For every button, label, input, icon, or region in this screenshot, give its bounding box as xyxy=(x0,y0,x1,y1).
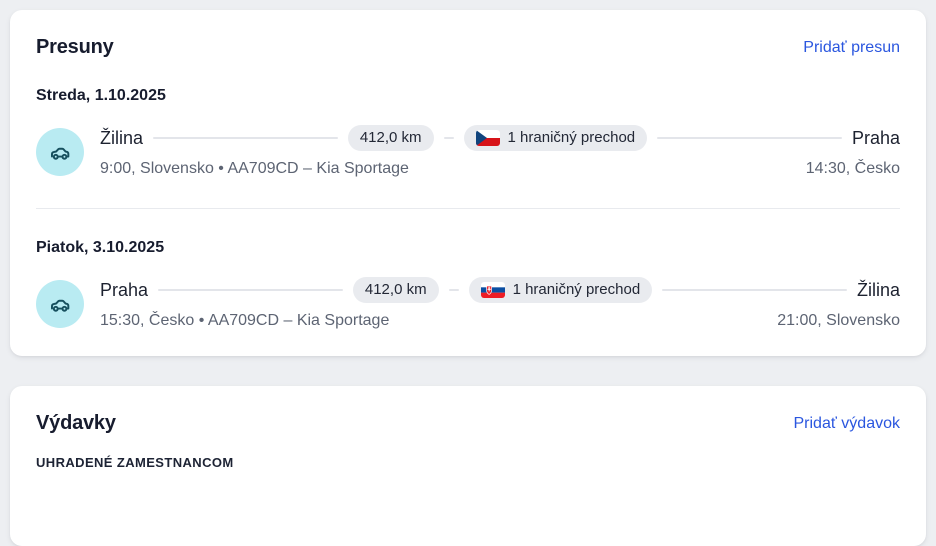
transfers-card: Presuny Pridať presun Streda, 1.10.2025 … xyxy=(10,10,926,356)
transfer-details: 9:00, Slovensko • AA709CD – Kia Sportage… xyxy=(100,160,900,178)
transfer-route: Žilina 412,0 km xyxy=(100,125,900,151)
transfer-details: 15:30, Česko • AA709CD – Kia Sportage 21… xyxy=(100,312,900,330)
to-city: Praha xyxy=(851,127,901,148)
slovak-flag-icon xyxy=(480,282,505,298)
page: Presuny Pridať presun Streda, 1.10.2025 … xyxy=(10,10,926,546)
car-avatar xyxy=(36,279,84,328)
to-city: Žilina xyxy=(857,279,901,300)
day-group-1: Streda, 1.10.2025 Žilina 412,0 km xyxy=(36,87,900,178)
czech-flag-icon xyxy=(475,130,500,146)
transfers-card-header: Presuny Pridať presun xyxy=(36,36,900,59)
transfer-row[interactable]: Žilina 412,0 km xyxy=(36,125,900,178)
border-crossing-label: 1 hraničný prechod xyxy=(507,129,636,146)
transfers-title: Presuny xyxy=(36,36,114,58)
transfer-row[interactable]: Praha 412,0 km xyxy=(36,277,900,330)
route-line xyxy=(158,289,343,291)
distance-badge: 412,0 km xyxy=(347,125,434,151)
border-crossing-badge: 1 hraničný prechod xyxy=(468,277,653,303)
from-city: Praha xyxy=(100,279,149,300)
expenses-title: Výdavky xyxy=(36,412,116,434)
car-icon xyxy=(51,299,70,312)
border-crossing-badge: 1 hraničný prechod xyxy=(463,125,648,151)
car-icon xyxy=(51,147,70,160)
route-line xyxy=(662,289,847,291)
expenses-section-label: UHRADENÉ ZAMESTNANCOM xyxy=(36,455,234,470)
route-line xyxy=(657,137,842,139)
day-group-2: Piatok, 3.10.2025 Praha 412,0 km xyxy=(36,239,900,330)
route-line xyxy=(153,137,338,139)
arrival-details: 21:00, Slovensko xyxy=(777,312,900,329)
car-avatar xyxy=(36,127,84,176)
add-transfer-link[interactable]: Pridať presun xyxy=(803,38,900,56)
day-label: Streda, 1.10.2025 xyxy=(36,87,166,104)
divider xyxy=(36,208,900,209)
border-crossing-label: 1 hraničný prechod xyxy=(512,281,641,298)
arrival-details: 14:30, Česko xyxy=(805,160,900,177)
route-line xyxy=(443,137,454,139)
expenses-card: Výdavky Pridať výdavok UHRADENÉ ZAMESTNA… xyxy=(10,386,926,546)
day-label: Piatok, 3.10.2025 xyxy=(36,239,165,256)
transfer-route: Praha 412,0 km xyxy=(100,277,900,303)
distance-badge: 412,0 km xyxy=(352,277,439,303)
transfer-content: Praha 412,0 km xyxy=(100,277,900,330)
expenses-card-header: Výdavky Pridať výdavok xyxy=(36,412,900,435)
departure-details: 15:30, Česko • AA709CD – Kia Sportage xyxy=(100,312,390,329)
route-line xyxy=(448,289,459,291)
from-city: Žilina xyxy=(100,127,144,148)
departure-details: 9:00, Slovensko • AA709CD – Kia Sportage xyxy=(100,160,409,177)
transfer-content: Žilina 412,0 km xyxy=(100,125,900,178)
add-expense-link[interactable]: Pridať výdavok xyxy=(793,414,901,432)
